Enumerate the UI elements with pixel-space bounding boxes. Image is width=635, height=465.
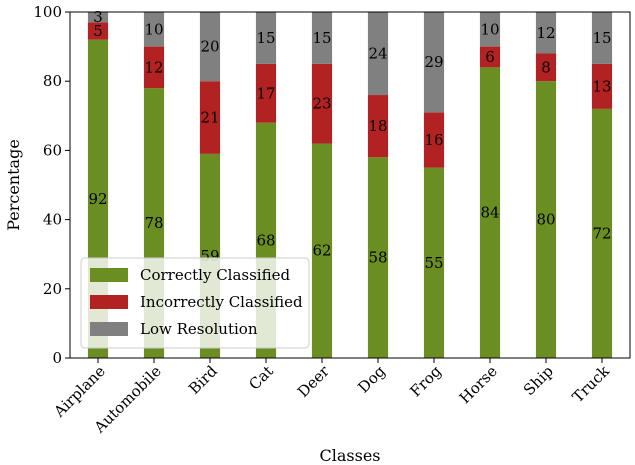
data-label-frog-series-2: 29 (424, 53, 443, 71)
data-label-frog-series-0: 55 (424, 254, 443, 272)
data-label-horse-series-2: 10 (480, 20, 499, 38)
bar-horse-series-2 (479, 12, 501, 47)
x-tick-label: Airplane (50, 362, 109, 421)
data-label-airplane-series-2: 3 (93, 8, 103, 26)
y-tick-label: 20 (43, 280, 62, 298)
bar-automobile-series-1 (143, 46, 165, 89)
bar-ship-series-0 (535, 81, 557, 358)
bar-dog-series-1 (367, 95, 389, 158)
data-label-cat-series-2: 15 (256, 29, 275, 47)
bar-bird-series-1 (199, 81, 221, 154)
bar-deer-series-0 (311, 143, 333, 358)
data-label-ship-series-0: 80 (536, 211, 555, 229)
y-tick-label: 0 (52, 349, 62, 367)
plot-frame (69, 11, 631, 359)
legend: Correctly Classified Incorrectly Classifi… (80, 257, 310, 349)
bar-cat-series-1 (255, 63, 277, 123)
bar-bird-series-2 (199, 12, 221, 82)
x-tick-label: Bird (185, 362, 221, 398)
legend-box (80, 257, 310, 349)
x-tick-label: Truck (569, 361, 614, 406)
legend-label-1: Incorrectly Classified (140, 293, 303, 311)
data-label-automobile-series-2: 10 (144, 20, 163, 38)
data-label-automobile-series-1: 12 (144, 58, 163, 76)
bar-dog-series-0 (367, 157, 389, 358)
x-tick-label: Ship (520, 362, 557, 399)
data-label-cat-series-0: 68 (256, 231, 275, 249)
x-tick-label: Deer (294, 362, 333, 401)
data-label-dog-series-0: 58 (368, 249, 387, 267)
bar-airplane-series-2 (87, 12, 109, 23)
data-label-ship-series-2: 12 (536, 24, 555, 42)
data-label-deer-series-1: 23 (312, 95, 331, 113)
data-label-bird-series-2: 20 (200, 38, 219, 56)
bar-dog-series-2 (367, 12, 389, 96)
data-label-truck-series-0: 72 (592, 224, 611, 242)
data-label-truck-series-1: 13 (592, 77, 611, 95)
data-label-truck-series-2: 15 (592, 29, 611, 47)
bar-frog-series-0 (423, 167, 445, 358)
data-label-airplane-series-0: 92 (88, 190, 107, 208)
data-label-cat-series-1: 17 (256, 84, 275, 102)
legend-label-0: Correctly Classified (140, 266, 290, 284)
bar-airplane-series-1 (87, 22, 109, 40)
data-label-airplane-series-1: 5 (93, 22, 103, 40)
y-tick-label: 60 (43, 141, 62, 159)
bar-truck-series-0 (591, 108, 613, 358)
x-tick-label: Horse (456, 362, 501, 407)
legend-swatch-1 (90, 295, 128, 309)
bar-frog-series-1 (423, 112, 445, 168)
bar-labels-group: 9253781210592120681715622315581824551629… (88, 8, 611, 272)
data-label-deer-series-2: 15 (312, 29, 331, 47)
x-tick-label: Dog (354, 362, 389, 397)
bar-ship-series-1 (535, 53, 557, 82)
data-label-automobile-series-0: 78 (144, 214, 163, 232)
data-label-bird-series-1: 21 (200, 109, 219, 127)
legend-swatch-0 (90, 268, 128, 282)
data-label-frog-series-1: 16 (424, 131, 443, 149)
y-axis-label: Percentage (4, 139, 23, 231)
data-label-horse-series-0: 84 (480, 204, 499, 222)
legend-swatch-2 (90, 322, 128, 336)
x-tick-label: Frog (406, 362, 445, 401)
bar-ship-series-2 (535, 12, 557, 54)
legend-label-2: Low Resolution (140, 320, 258, 338)
data-label-ship-series-1: 8 (541, 58, 551, 76)
data-label-horse-series-1: 6 (485, 48, 495, 66)
bar-automobile-series-2 (143, 12, 165, 47)
bar-truck-series-2 (591, 12, 613, 64)
bar-frog-series-2 (423, 12, 445, 113)
bar-deer-series-1 (311, 63, 333, 144)
bar-truck-series-1 (591, 63, 613, 109)
data-label-dog-series-1: 18 (368, 117, 387, 135)
bar-deer-series-2 (311, 12, 333, 64)
x-tick-label: Cat (245, 362, 276, 393)
y-tick-label: 80 (43, 72, 62, 90)
bar-horse-series-0 (479, 67, 501, 359)
bar-cat-series-2 (255, 12, 277, 64)
data-label-dog-series-2: 24 (368, 45, 387, 63)
data-label-deer-series-0: 62 (312, 242, 331, 260)
y-tick-label: 40 (43, 211, 62, 229)
y-tick-label: 100 (33, 3, 62, 21)
bar-horse-series-1 (479, 46, 501, 68)
x-axis-label: Classes (320, 446, 381, 465)
